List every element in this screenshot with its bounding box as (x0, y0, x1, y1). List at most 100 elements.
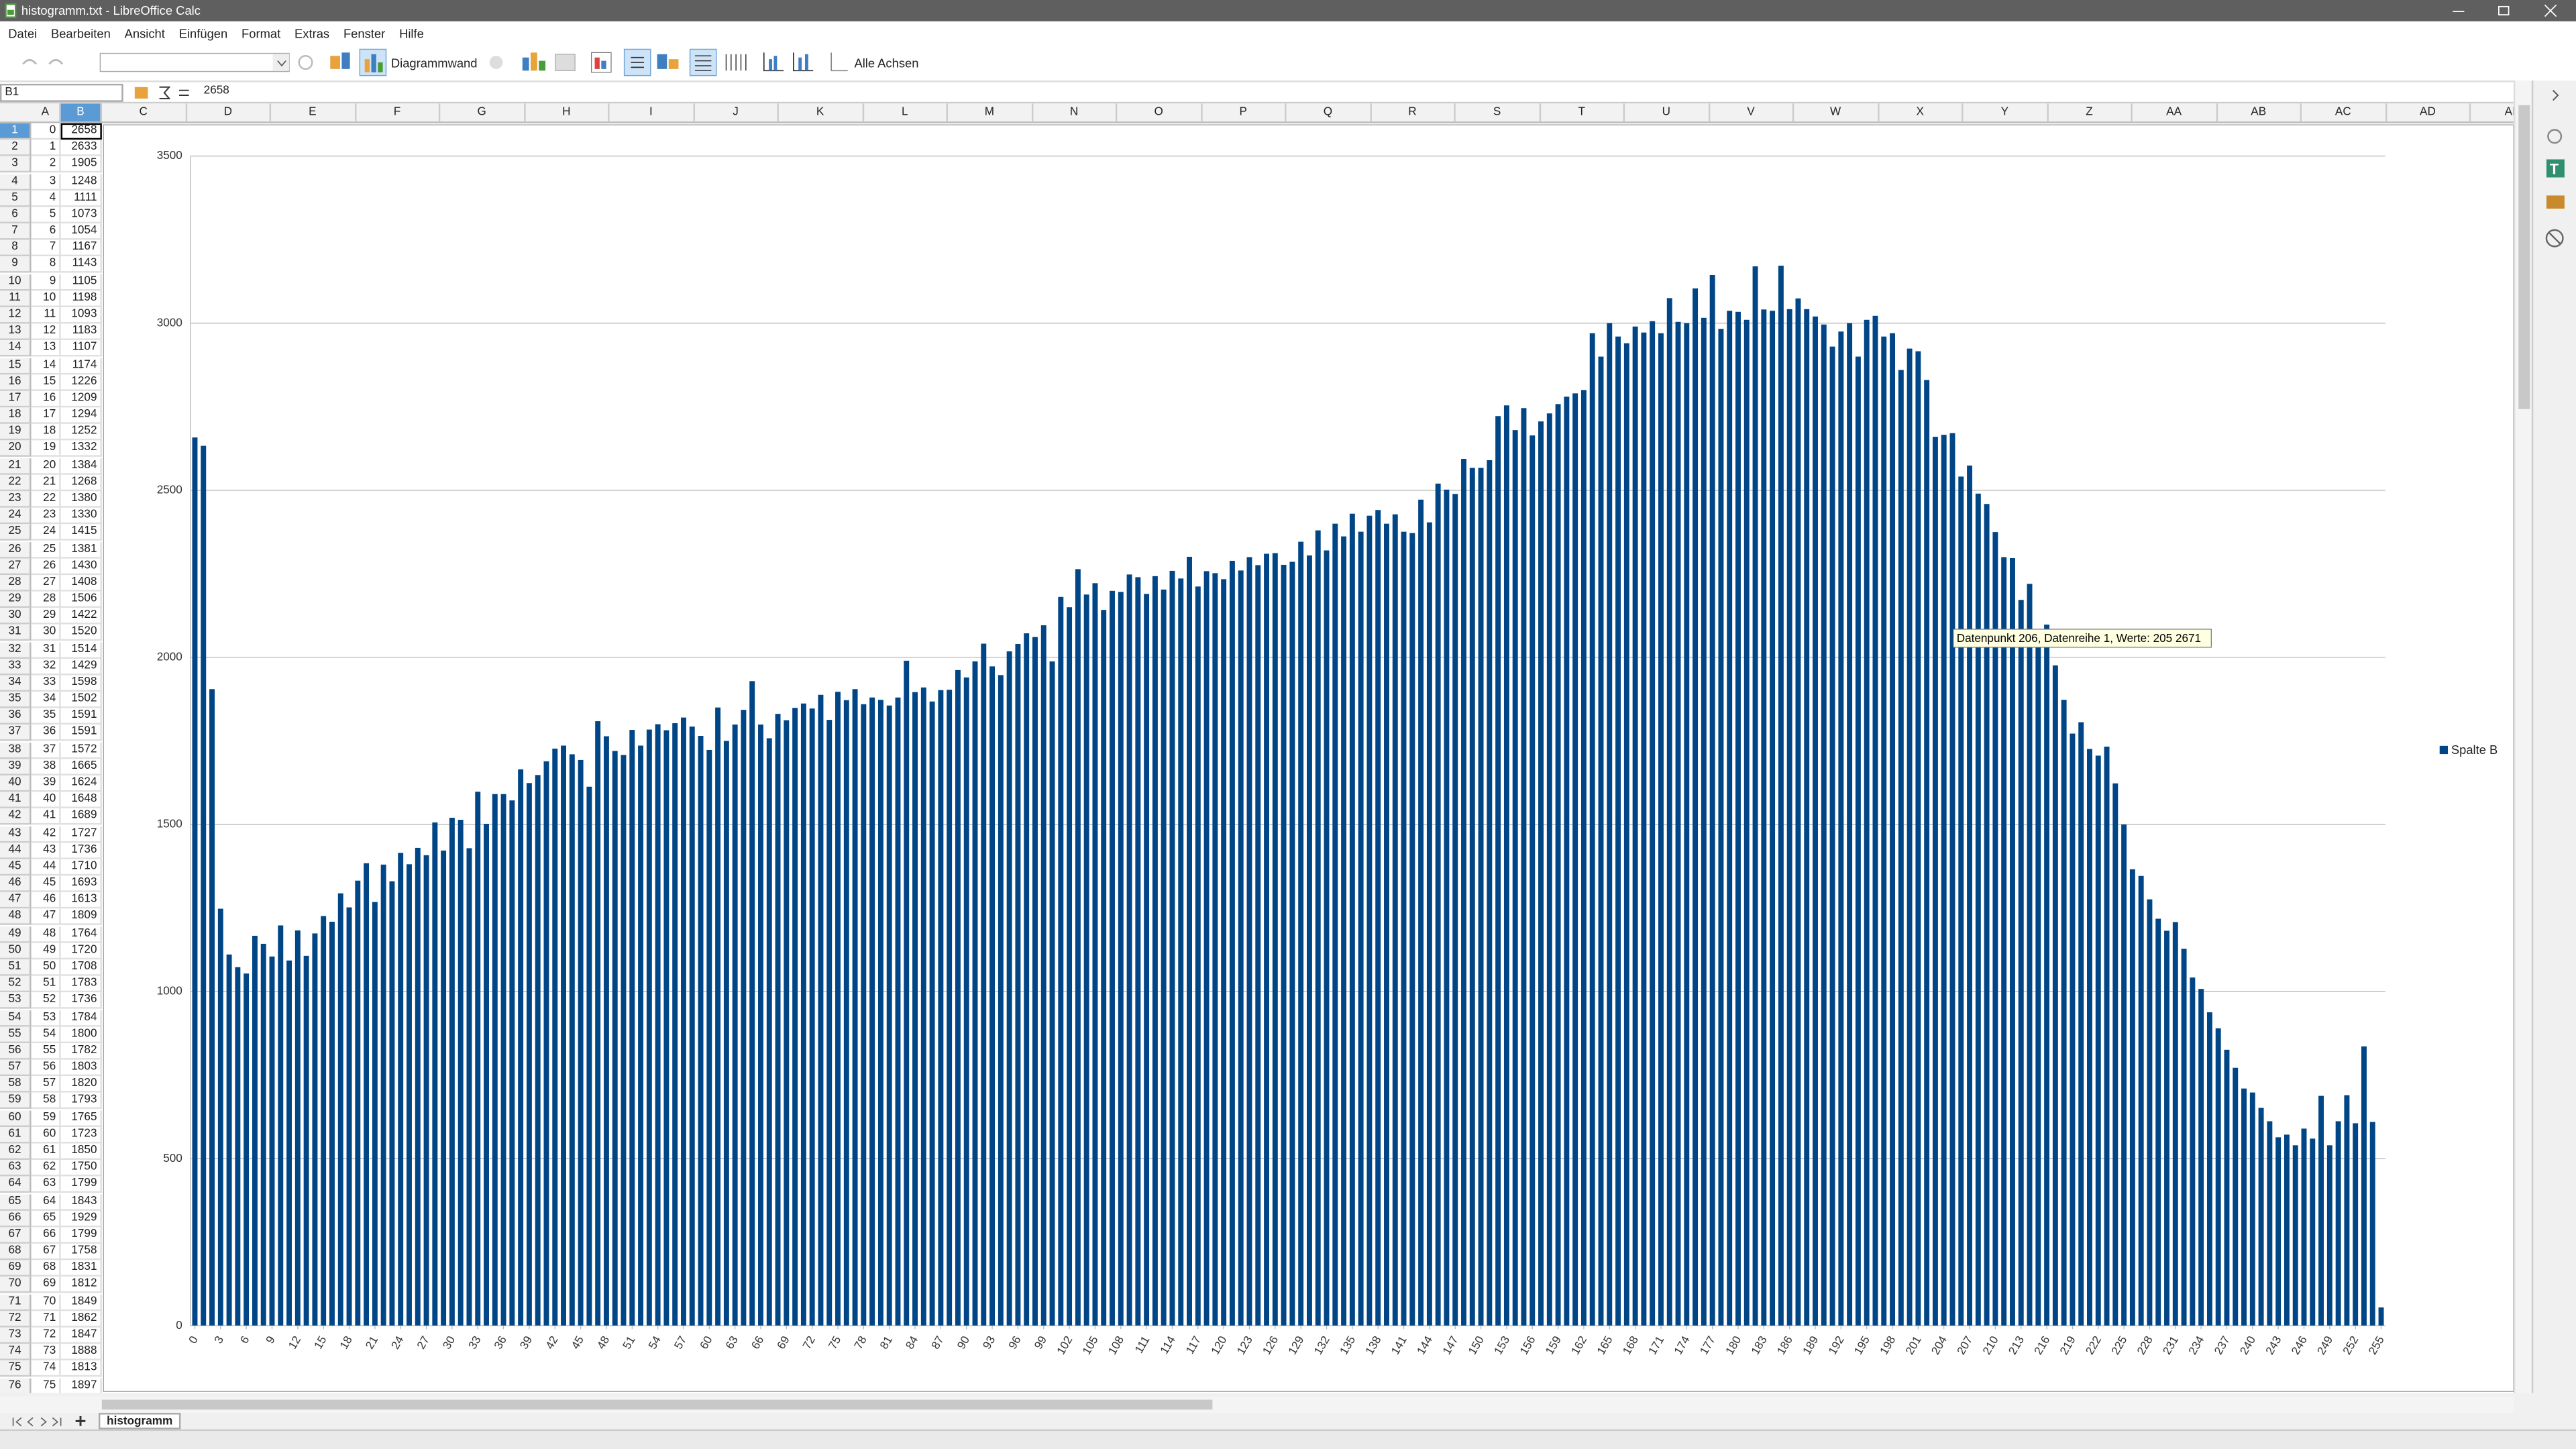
row-header[interactable]: 1 (0, 123, 32, 140)
row-header[interactable]: 47 (0, 892, 32, 909)
cell-a[interactable]: 62 (31, 1160, 61, 1177)
cell-b[interactable]: 1520 (60, 625, 102, 642)
cell-b[interactable]: 1782 (60, 1042, 102, 1060)
formula-input[interactable]: 2658 (203, 85, 229, 97)
column-header[interactable]: T (1540, 103, 1625, 122)
cell-a[interactable]: 75 (31, 1377, 61, 1393)
row-header[interactable]: 11 (0, 290, 32, 307)
cell-a[interactable]: 16 (31, 390, 61, 408)
cell-a[interactable]: 70 (31, 1293, 61, 1311)
cell-b[interactable]: 1429 (60, 658, 102, 675)
cell-b[interactable]: 1107 (60, 340, 102, 358)
row-header[interactable]: 10 (0, 274, 32, 290)
cell-a[interactable]: 41 (31, 808, 61, 826)
column-header[interactable]: F (356, 103, 441, 122)
row-header[interactable]: 32 (0, 641, 32, 659)
row-header[interactable]: 40 (0, 775, 32, 792)
cell-a[interactable]: 68 (31, 1260, 61, 1277)
cell-b[interactable]: 1294 (60, 407, 102, 424)
column-header[interactable]: AB (2217, 103, 2302, 122)
cell-a[interactable]: 63 (31, 1177, 61, 1193)
column-header[interactable]: AD (2386, 103, 2471, 122)
row-header[interactable]: 36 (0, 708, 32, 725)
vertical-scrollbar[interactable] (2513, 80, 2534, 1395)
row-header[interactable]: 5 (0, 190, 32, 207)
cell-a[interactable]: 14 (31, 357, 61, 374)
cell-b[interactable]: 1784 (60, 1009, 102, 1026)
cell-b[interactable]: 1820 (60, 1076, 102, 1093)
cell-a[interactable]: 20 (31, 458, 61, 474)
cell-b[interactable]: 1812 (60, 1277, 102, 1294)
column-header[interactable]: A (32, 103, 61, 122)
cell-a[interactable]: 15 (31, 374, 61, 391)
cell-a[interactable]: 31 (31, 641, 61, 659)
cell-a[interactable]: 43 (31, 842, 61, 859)
row-header[interactable]: 74 (0, 1344, 32, 1361)
row-header[interactable]: 2 (0, 140, 32, 157)
row-header[interactable]: 71 (0, 1293, 32, 1311)
cell-b[interactable]: 1809 (60, 909, 102, 926)
cell-a[interactable]: 19 (31, 441, 61, 458)
cell-a[interactable]: 6 (31, 223, 61, 240)
menu-item[interactable]: Extras (294, 26, 330, 42)
cell-b[interactable]: 1693 (60, 875, 102, 893)
cell-b[interactable]: 1758 (60, 1243, 102, 1260)
row-header[interactable]: 59 (0, 1093, 32, 1110)
row-header[interactable]: 69 (0, 1260, 32, 1277)
cell-b[interactable]: 1381 (60, 541, 102, 558)
row-header[interactable]: 24 (0, 508, 32, 525)
cell-b[interactable]: 1803 (60, 1059, 102, 1077)
cell-b[interactable]: 1591 (60, 725, 102, 742)
row-header[interactable]: 64 (0, 1177, 32, 1193)
cell-b[interactable]: 1929 (60, 1210, 102, 1227)
cell-a[interactable]: 13 (31, 340, 61, 358)
menu-item[interactable]: Fenster (343, 26, 386, 42)
cell-b[interactable]: 1689 (60, 808, 102, 826)
row-header[interactable]: 45 (0, 859, 32, 876)
row-header[interactable]: 65 (0, 1193, 32, 1210)
cell-a[interactable]: 39 (31, 775, 61, 792)
cell-b[interactable]: 1793 (60, 1093, 102, 1110)
row-header[interactable]: 30 (0, 608, 32, 625)
row-header[interactable]: 56 (0, 1042, 32, 1060)
row-header[interactable]: 38 (0, 742, 32, 759)
row-header[interactable]: 57 (0, 1059, 32, 1077)
cell-b[interactable]: 1506 (60, 591, 102, 608)
cell-b[interactable]: 1430 (60, 557, 102, 575)
column-header[interactable]: L (863, 103, 949, 122)
cell-b[interactable]: 1073 (60, 207, 102, 223)
cell-a[interactable]: 36 (31, 725, 61, 742)
row-header[interactable]: 55 (0, 1026, 32, 1043)
menu-item[interactable]: Bearbeiten (50, 26, 111, 42)
cell-a[interactable]: 54 (31, 1026, 61, 1043)
formula-icons[interactable] (131, 82, 197, 103)
row-header[interactable]: 53 (0, 993, 32, 1010)
column-header[interactable]: N (1032, 103, 1118, 122)
cell-b[interactable]: 1613 (60, 892, 102, 909)
column-header[interactable]: P (1201, 103, 1287, 122)
column-header[interactable]: U (1625, 103, 1710, 122)
column-header[interactable]: Y (1964, 103, 2048, 122)
cell-b[interactable]: 1847 (60, 1327, 102, 1344)
cell-b[interactable]: 1054 (60, 223, 102, 240)
cell-a[interactable]: 30 (31, 625, 61, 642)
cell-a[interactable]: 17 (31, 407, 61, 424)
row-header[interactable]: 44 (0, 842, 32, 859)
cell-b[interactable]: 1648 (60, 792, 102, 809)
row-header[interactable]: 68 (0, 1243, 32, 1260)
column-header[interactable]: X (1878, 103, 1964, 122)
cell-b[interactable]: 1268 (60, 474, 102, 491)
cell-b[interactable]: 1105 (60, 274, 102, 290)
row-header[interactable]: 41 (0, 792, 32, 809)
cell-a[interactable]: 73 (31, 1344, 61, 1361)
name-box[interactable]: B1 (0, 83, 123, 102)
cell-a[interactable]: 25 (31, 541, 61, 558)
row-header[interactable]: 73 (0, 1327, 32, 1344)
cell-b[interactable]: 1591 (60, 708, 102, 725)
cell-b[interactable]: 1720 (60, 943, 102, 959)
cell-a[interactable]: 35 (31, 708, 61, 725)
cell-b[interactable]: 1415 (60, 524, 102, 541)
cell-b[interactable]: 1198 (60, 290, 102, 307)
row-header[interactable]: 22 (0, 474, 32, 491)
cell-a[interactable]: 65 (31, 1210, 61, 1227)
